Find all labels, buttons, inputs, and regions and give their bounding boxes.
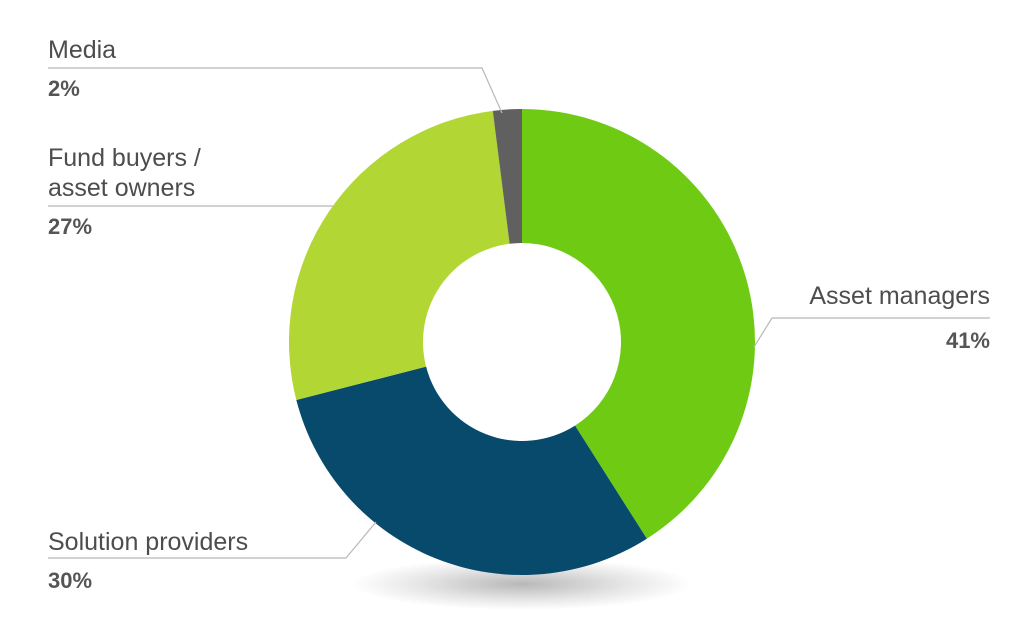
slice-label-name-line-2: asset owners — [48, 174, 195, 202]
slice-label-value: 2% — [48, 76, 80, 101]
slice-label-solution-providers: Solution providers 30% — [48, 528, 248, 593]
slice-asset-managers — [522, 109, 756, 539]
leader-line-asset-managers — [753, 317, 990, 348]
slice-label-name: Asset managers — [809, 282, 990, 310]
slice-label-value: 30% — [48, 568, 92, 593]
slice-label-value: 41% — [946, 328, 990, 353]
slice-label-name: Media — [48, 36, 116, 64]
slice-label-media: Media 2% — [48, 36, 116, 101]
slice-label-name: Solution providers — [48, 528, 248, 556]
slice-fund-buyers-asset-owners — [289, 110, 510, 400]
slice-solution-providers — [296, 366, 647, 575]
slice-label-value: 27% — [48, 214, 92, 239]
donut-slices — [289, 109, 756, 575]
slice-label-name-line-1: Fund buyers / — [48, 144, 201, 172]
chart-shadow — [352, 558, 692, 610]
leader-line-solution-providers — [48, 521, 377, 559]
slice-media — [492, 109, 522, 244]
slice-label-fund-buyers: Fund buyers / asset owners 27% — [48, 144, 201, 239]
leader-line-media — [48, 67, 503, 114]
slice-label-asset-managers: Asset managers 41% — [809, 282, 990, 353]
